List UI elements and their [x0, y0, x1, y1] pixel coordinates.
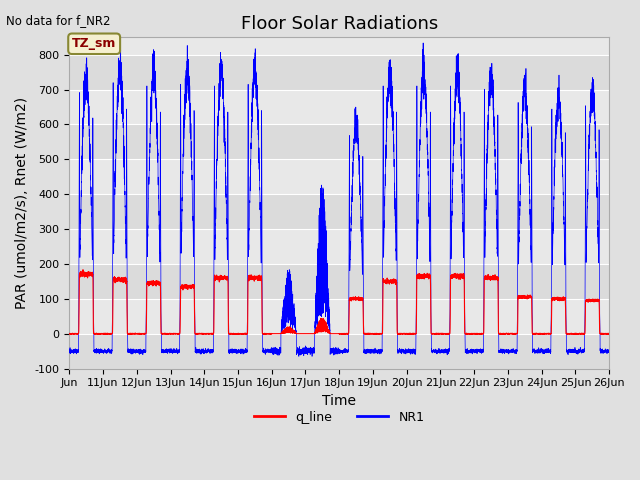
Bar — [69, 55, 609, 90]
Bar — [69, 194, 609, 229]
Bar — [69, 124, 609, 159]
Bar — [69, 334, 609, 369]
Y-axis label: PAR (umol/m2/s), Rnet (W/m2): PAR (umol/m2/s), Rnet (W/m2) — [15, 97, 29, 309]
Text: No data for f_NR2: No data for f_NR2 — [6, 14, 111, 27]
Legend: q_line, NR1: q_line, NR1 — [249, 406, 429, 429]
Bar — [69, 264, 609, 299]
Text: TZ_sm: TZ_sm — [72, 37, 116, 50]
Title: Floor Solar Radiations: Floor Solar Radiations — [241, 15, 438, 33]
X-axis label: Time: Time — [322, 394, 356, 408]
